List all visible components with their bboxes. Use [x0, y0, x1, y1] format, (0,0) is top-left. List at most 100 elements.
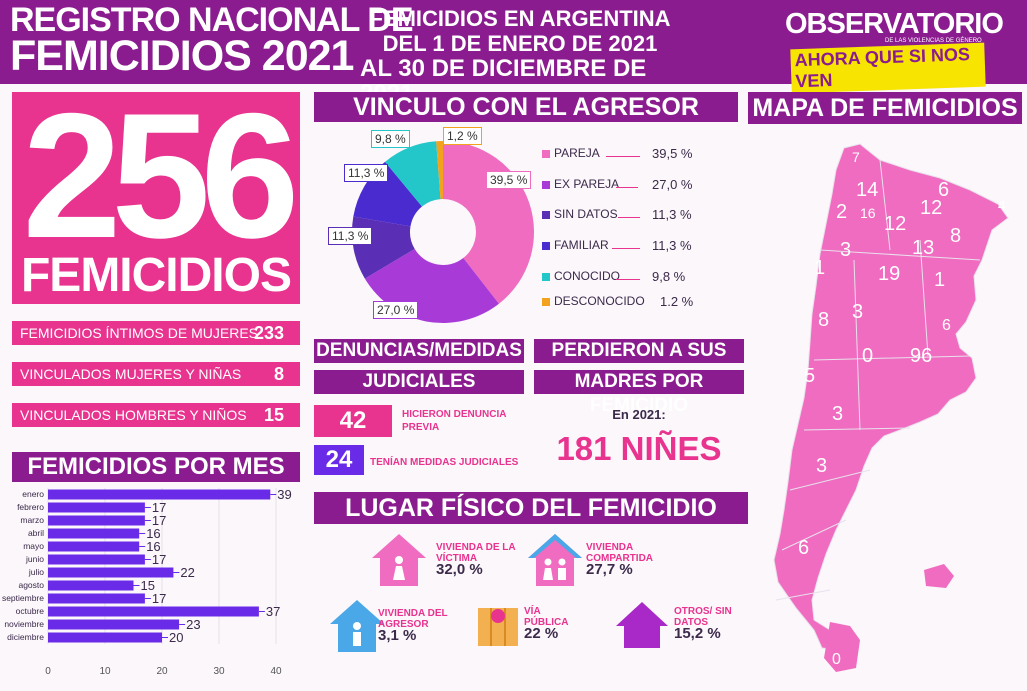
month-label: febrero — [17, 502, 44, 512]
lugar-via-publica: VÍA PÚBLICA 22 % — [524, 606, 584, 642]
bar-julio — [48, 567, 174, 578]
bar-abril — [48, 528, 140, 539]
map-num: 96 — [910, 345, 932, 367]
legend-name: DESCONOCIDO — [554, 294, 645, 308]
month-label: diciembre — [7, 632, 44, 642]
monthly-bar-chart: 0 10 20 30 40 enero 39 febrero 17 marzo 17 abril 16 m… — [2, 487, 292, 677]
legend-item-conocido: CONOCIDO 9,8 % — [542, 267, 712, 287]
pie-slice-4 — [385, 141, 441, 207]
stat-value: 8 — [273, 364, 284, 384]
map-num: 7 — [852, 149, 860, 165]
map-num: 6 — [938, 179, 949, 201]
medidas-judiciales-text: TENÍAN MEDIDAS JUDICIALES — [370, 457, 519, 468]
bar-value-label: 15 — [141, 578, 155, 593]
lugar-agresor: VIVIENDA DEL AGRESOR 3,1 % — [378, 608, 458, 644]
map-num: 1 — [814, 257, 825, 279]
map-num: 8 — [950, 225, 961, 247]
x-tick-label: 20 — [156, 666, 168, 677]
lugar-agresor-pct: 3,1 % — [378, 627, 417, 644]
bar-value-label: 37 — [266, 604, 280, 619]
x-tick-label: 40 — [270, 666, 282, 677]
month-label: marzo — [20, 515, 44, 525]
legend-item-sin-datos: SIN DATOS 11,3 % — [542, 205, 712, 225]
madres-title-a: PERDIERON A SUS — [534, 339, 744, 363]
map-num: 4 — [998, 197, 1006, 213]
denuncias-title-a: DENUNCIAS/MEDIDAS — [314, 339, 524, 363]
x-tick-label: 30 — [213, 666, 225, 677]
vinculo-title: VINCULO CON EL AGRESOR — [314, 92, 738, 122]
map-num: 2 — [836, 201, 847, 223]
month-label: septiembre — [2, 593, 44, 603]
bar-value-label: 17 — [152, 500, 166, 515]
month-label: junio — [25, 554, 44, 564]
map-num: 6 — [798, 537, 809, 559]
lugar-otros: OTROS/ SIN DATOS 15,2 % — [674, 606, 744, 642]
stat-label: VINCULADOS MUJERES Y NIÑAS — [20, 366, 242, 382]
bar-value-label: 16 — [146, 539, 160, 554]
map-num: 3 — [816, 455, 827, 477]
pie-label-pareja: 39,5 % — [486, 171, 532, 189]
total-label: FEMICIDIOS — [20, 249, 292, 302]
legend-item-familiar: FAMILIAR 11,3 % — [542, 236, 712, 256]
map-num: 19 — [878, 263, 900, 285]
legend-name: FAMILIAR — [554, 238, 609, 252]
lugar-via-publica-label: VÍA PÚBLICA — [524, 606, 569, 628]
stat-row-vinculados-hombres: VINCULADOS HOMBRES Y NIÑOS 15 — [12, 403, 300, 427]
house-woman-icon — [372, 534, 426, 586]
bar-marzo — [48, 515, 145, 526]
lugar-agresor-label: VIVIENDA DEL AGRESOR — [378, 608, 448, 630]
lugar-otros-label: OTROS/ SIN DATOS — [674, 606, 732, 628]
header-banner: REGISTRO NACIONAL DE FEMICIDIOS 2021 FEM… — [0, 0, 1027, 106]
map-num: 5 — [804, 365, 815, 387]
legend-item-desconocido: DESCONOCIDO 1.2 % — [542, 292, 712, 312]
legend-line — [616, 187, 638, 188]
legend-line — [618, 217, 640, 218]
madres-value: 181 NIÑES — [556, 430, 722, 467]
x-tick-label: 10 — [99, 666, 111, 677]
legend-swatch — [542, 242, 550, 250]
bar-agosto — [48, 580, 134, 591]
bar-value-label: 39 — [277, 487, 291, 502]
legend-name: EX PAREJA — [554, 177, 620, 191]
date-range: FEMICIDIOS EN ARGENTINA DEL 1 DE ENERO D… — [360, 6, 680, 106]
bar-septiembre — [48, 593, 145, 604]
map-num: 3 — [832, 403, 843, 425]
map-num: 6 — [942, 317, 951, 334]
bar-diciembre — [48, 632, 162, 643]
stat-value: 15 — [263, 405, 284, 425]
pie-slice-5 — [436, 141, 443, 200]
pie-label-familiar: 11,3 % — [344, 164, 389, 182]
lugar-compartida: VIVIENDA COMPARTIDA 27,7 % — [586, 542, 666, 578]
bar-enero — [48, 489, 271, 500]
denuncia-previa-text: HICIERON DENUNCIA PREVIA — [402, 409, 507, 433]
legend-value: 11,3 % — [652, 238, 692, 253]
lugar-compartida-pct: 27,7 % — [586, 561, 633, 578]
month-label: mayo — [23, 541, 44, 551]
bar-febrero — [48, 502, 145, 513]
madres-year-label: En 2021: — [612, 407, 666, 422]
lugar-via-publica-pct: 22 % — [524, 625, 559, 642]
month-label: agosto — [18, 580, 44, 590]
pie-label-ex-pareja: 27,0 % — [373, 301, 419, 319]
map-num: 8 — [818, 309, 829, 331]
map-num: 14 — [856, 179, 878, 201]
stat-label: FEMICIDIOS ÍNTIMOS DE MUJERES — [20, 325, 259, 341]
medidas-judiciales-number: 24 — [314, 445, 364, 475]
por-mes-title: FEMICIDIOS POR MES — [12, 452, 300, 482]
bar-value-label: 16 — [146, 526, 160, 541]
pie-label-desconocido: 1,2 % — [443, 127, 482, 145]
page-title: REGISTRO NACIONAL DE FEMICIDIOS 2021 — [10, 1, 414, 78]
map-num: 3 — [840, 239, 851, 261]
month-label: enero — [22, 489, 44, 499]
pie-label-sin-datos: 11,3 % — [328, 227, 373, 245]
map-num: 3 — [852, 301, 863, 323]
title-line-1: REGISTRO NACIONAL DE — [10, 1, 414, 39]
lugar-otros-pct: 15,2 % — [674, 625, 721, 642]
house-man-icon — [330, 600, 384, 652]
bar-value-label: 20 — [169, 630, 183, 645]
map-num: 16 — [860, 205, 876, 221]
map-num: 13 — [912, 237, 934, 259]
legend-line — [606, 156, 640, 157]
legend-value: 27,0 % — [652, 177, 693, 192]
legend-value: 39,5 % — [652, 146, 693, 161]
